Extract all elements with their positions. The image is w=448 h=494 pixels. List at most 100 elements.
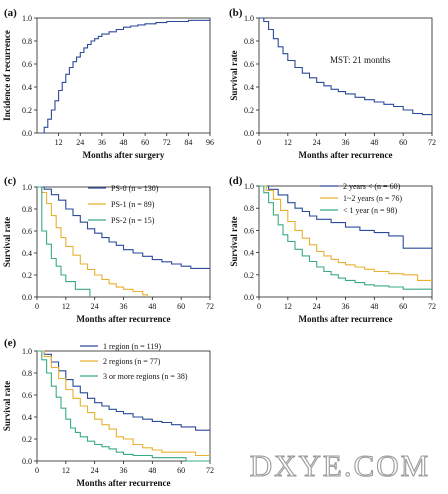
y-tick-label: 0.4 xyxy=(244,249,254,258)
y-axis-label: Survival rate xyxy=(229,50,239,100)
chart-panel-a: (a) 0.0 0.2 0.4 0.6 0.8 1.0 12 24 36 48 60 72 84 96 Mon… xyxy=(2,7,214,160)
legend-entry: PS-0 (n = 130) xyxy=(111,184,159,193)
x-tick-label: 24 xyxy=(76,138,84,147)
y-tick-label: 0.2 xyxy=(22,106,32,115)
x-tick-label: 48 xyxy=(370,302,378,311)
chart-panel-e: (e) 0.0 0.2 0.4 0.6 0.8 1.0 0 12 24 36 48 60 72 Months… xyxy=(2,337,214,488)
x-tick-label: 72 xyxy=(206,302,214,311)
x-tick-label: 48 xyxy=(148,302,156,311)
x-tick-label: 48 xyxy=(370,138,378,147)
x-tick-label: 96 xyxy=(206,138,214,147)
x-tick-label: 36 xyxy=(342,138,350,147)
legend: PS-0 (n = 130) PS-1 (n = 89) PS-2 (n = 15) xyxy=(88,184,159,225)
legend-entry: < 1 year (n = 98) xyxy=(343,206,397,215)
legend-entry: 2 regions (n = 77) xyxy=(103,357,161,366)
series-line-2 xyxy=(37,186,149,297)
x-axis-label: Months after surgery xyxy=(83,150,165,160)
y-axis-label: Survival rate xyxy=(2,381,12,431)
y-tick-label: 0.8 xyxy=(244,204,254,213)
y-tick-label: 0.8 xyxy=(22,37,32,46)
x-tick-label: 36 xyxy=(120,466,128,475)
legend-entry: 3 or more regions (n = 38) xyxy=(103,372,188,381)
series-line-3 xyxy=(37,350,210,462)
y-tick-label: 0.6 xyxy=(244,60,254,69)
x-tick-label: 60 xyxy=(141,138,149,147)
y-tick-label: 0.4 xyxy=(22,249,32,258)
y-tick-label: 1.0 xyxy=(22,183,32,192)
y-tick-label: 0.6 xyxy=(244,226,254,235)
x-tick-label: 24 xyxy=(313,302,321,311)
x-tick-label: 12 xyxy=(55,138,63,147)
panel-label: (e) xyxy=(4,337,17,349)
y-tick-label: 0.2 xyxy=(244,106,254,115)
x-tick-label: 12 xyxy=(284,302,292,311)
panel-label: (c) xyxy=(4,175,17,187)
legend: 2 years < (n = 60) 1~2 years (n = 76) < 1 … xyxy=(320,182,402,215)
y-tick-label: 0.0 xyxy=(22,457,32,466)
series-line-1 xyxy=(259,185,432,249)
y-tick-label: 0.8 xyxy=(22,369,32,378)
chart-panel-d: (d) 0.0 0.2 0.4 0.6 0.8 1.0 0 12 24 36 48 60 72 Months… xyxy=(229,175,436,324)
legend-entry: 1 region (n = 119) xyxy=(103,342,161,351)
y-tick-label: 1.0 xyxy=(22,14,32,23)
plot-frame xyxy=(36,17,211,134)
y-tick-label: 0.2 xyxy=(22,435,32,444)
chart-panel-b: (b) 0.0 0.2 0.4 0.6 0.8 1.0 0 12 24 36 48 60 72 Months… xyxy=(229,7,436,160)
series-line-3 xyxy=(259,185,432,290)
x-axis-label: Months after recurrence xyxy=(77,478,171,488)
y-tick-label: 0.2 xyxy=(22,271,32,280)
x-tick-label: 12 xyxy=(62,466,70,475)
x-tick-label: 60 xyxy=(177,302,185,311)
x-tick-label: 48 xyxy=(148,466,156,475)
series-line-2 xyxy=(37,350,210,457)
series-line-1 xyxy=(259,17,432,116)
series-line-1 xyxy=(37,350,210,431)
y-tick-label: 1.0 xyxy=(244,182,254,191)
x-tick-label: 24 xyxy=(91,466,99,475)
y-tick-label: 0.0 xyxy=(22,293,32,302)
x-tick-label: 60 xyxy=(177,466,185,475)
x-tick-label: 48 xyxy=(120,138,128,147)
x-axis-label: Months after recurrence xyxy=(299,314,393,324)
legend-entry: PS-2 (n = 15) xyxy=(111,216,155,225)
x-axis-label: Months after recurrence xyxy=(77,314,171,324)
x-tick-label: 24 xyxy=(91,302,99,311)
x-tick-label: 0 xyxy=(257,302,261,311)
series-line-1 xyxy=(37,186,210,269)
x-axis-label: Months after recurrence xyxy=(299,150,393,160)
x-tick-label: 12 xyxy=(62,302,70,311)
y-axis-label: Survival rate xyxy=(229,216,239,266)
x-tick-label: 0 xyxy=(35,302,39,311)
legend-entry: 2 years < (n = 60) xyxy=(343,182,401,191)
annotation-label: MST: 21 months xyxy=(330,55,391,65)
panel-label: (b) xyxy=(229,7,243,19)
y-tick-label: 0.0 xyxy=(244,129,254,138)
legend: 1 region (n = 119) 2 regions (n = 77) 3 or… xyxy=(80,342,188,381)
x-tick-label: 12 xyxy=(284,138,292,147)
x-tick-label: 72 xyxy=(163,138,171,147)
x-tick-label: 84 xyxy=(184,138,192,147)
panel-label: (a) xyxy=(4,7,17,19)
x-tick-label: 36 xyxy=(98,138,106,147)
y-tick-label: 0.0 xyxy=(244,293,254,302)
x-tick-label: 24 xyxy=(313,138,321,147)
x-tick-label: 72 xyxy=(428,138,436,147)
y-tick-label: 0.6 xyxy=(22,60,32,69)
legend-entry: 1~2 years (n = 76) xyxy=(343,194,402,203)
x-tick-label: 0 xyxy=(257,138,261,147)
x-tick-label: 0 xyxy=(35,466,39,475)
y-axis-label: Incidence of recurrence xyxy=(2,30,12,121)
panel-label: (d) xyxy=(229,175,243,187)
watermark-logo: DXYE.COM xyxy=(250,448,430,483)
x-tick-label: 60 xyxy=(399,138,407,147)
x-tick-label: 36 xyxy=(120,302,128,311)
y-tick-label: 0.8 xyxy=(244,37,254,46)
y-tick-label: 0.2 xyxy=(244,271,254,280)
y-tick-label: 0.8 xyxy=(22,205,32,214)
plot-frame xyxy=(258,17,433,134)
y-tick-label: 0.0 xyxy=(22,129,32,138)
y-axis-label: Survival rate xyxy=(2,217,12,267)
series-line-2 xyxy=(259,185,432,281)
legend-entry: PS-1 (n = 89) xyxy=(111,200,155,209)
x-tick-label: 72 xyxy=(206,466,214,475)
